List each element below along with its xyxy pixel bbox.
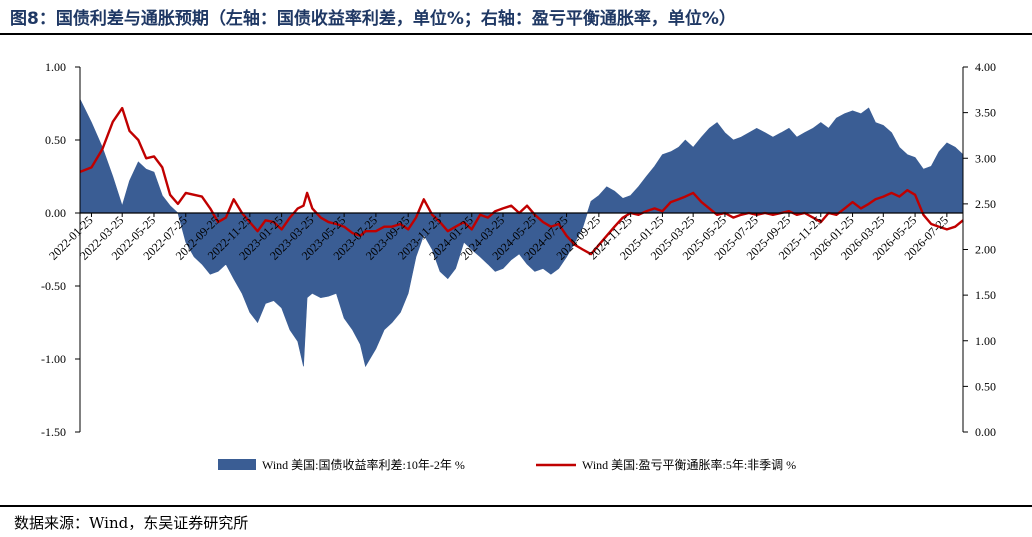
legend: Wind 美国:国债收益率利差:10年-2年 % Wind 美国:盈亏平衡通胀率:… xyxy=(218,457,796,472)
bottom-rule xyxy=(0,505,1032,507)
right-tick-label: 0.50 xyxy=(975,379,996,393)
right-tick-label: 1.00 xyxy=(975,334,996,348)
right-tick-label: 1.50 xyxy=(975,288,996,302)
right-tick-label: 3.00 xyxy=(975,151,996,165)
right-tick-label: 3.50 xyxy=(975,106,996,120)
right-tick-label: 2.00 xyxy=(975,243,996,257)
breakeven-line-layer xyxy=(79,106,964,256)
legend-label-spread: Wind 美国:国债收益率利差:10年-2年 % xyxy=(262,457,465,472)
legend-swatch-spread xyxy=(218,459,256,470)
left-tick-label: 1.00 xyxy=(45,60,66,74)
left-tick-label: -1.00 xyxy=(41,352,66,366)
legend-label-breakeven: Wind 美国:盈亏平衡通胀率:5年:非季调 % xyxy=(582,457,796,472)
spread-area-layer xyxy=(79,98,964,368)
top-rule xyxy=(0,33,1032,35)
left-tick-label: -1.50 xyxy=(41,425,66,439)
figure-title: 图8：国债利差与通胀预期（左轴：国债收益率利差，单位%；右轴：盈亏平衡通胀率，单… xyxy=(10,9,736,29)
right-tick-label: 4.00 xyxy=(975,60,996,74)
right-tick-label: 0.00 xyxy=(975,425,996,439)
left-tick-label: -0.50 xyxy=(41,279,66,293)
right-tick-label: 2.50 xyxy=(975,197,996,211)
figure-source: 数据来源：Wind，东吴证券研究所 xyxy=(14,514,249,532)
left-tick-label: 0.50 xyxy=(45,133,66,147)
breakeven-line xyxy=(79,106,964,256)
chart: 1.00 0.50 0.00 -0.50 -1.00 -1.50 4.00 3.50 3.00 2… xyxy=(41,60,996,472)
left-tick-label: 0.00 xyxy=(45,206,66,220)
